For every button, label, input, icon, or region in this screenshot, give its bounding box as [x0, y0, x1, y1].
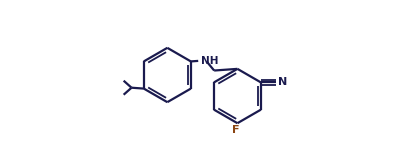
Text: N: N [277, 77, 286, 87]
Text: NH: NH [200, 56, 218, 66]
Text: F: F [231, 125, 239, 135]
